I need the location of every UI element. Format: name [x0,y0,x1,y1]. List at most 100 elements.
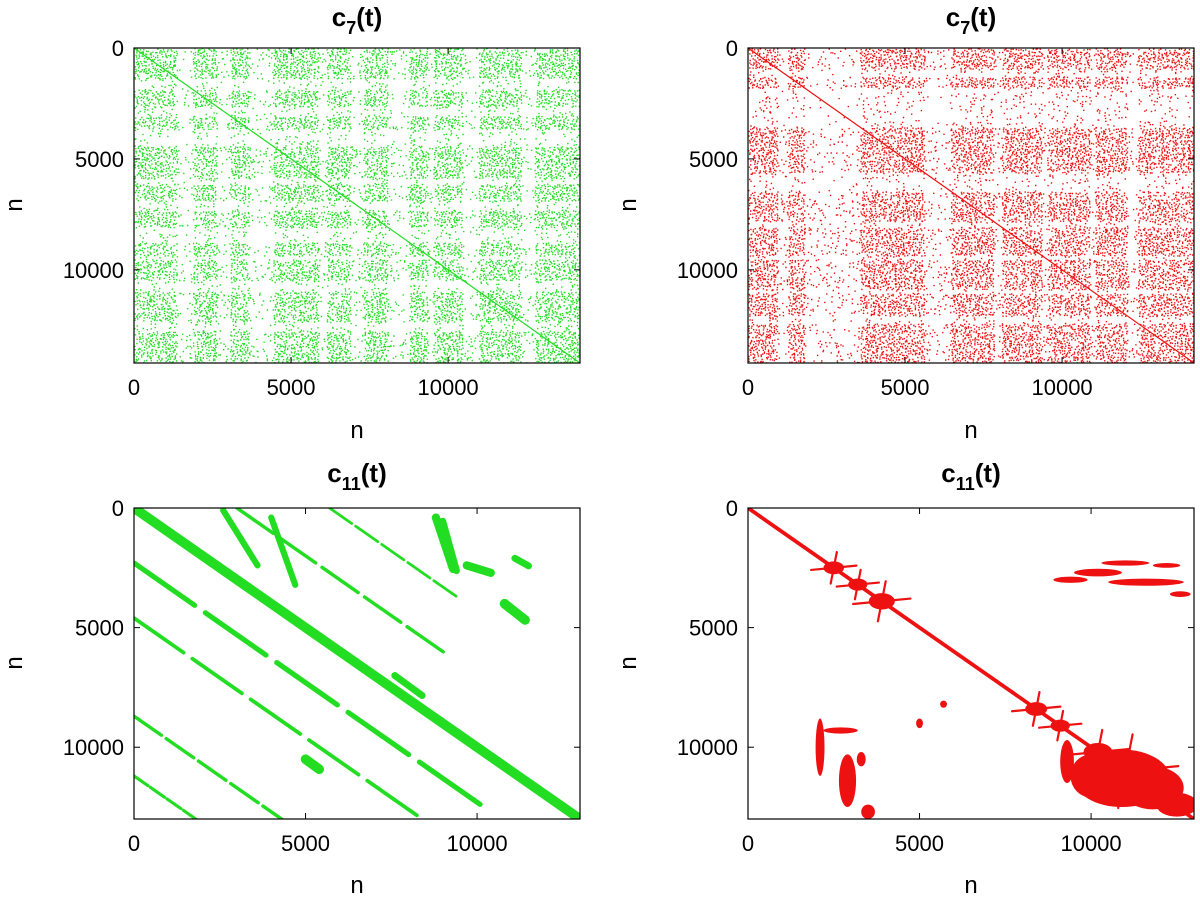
plot-frame [747,507,1195,820]
diagonal-stripe [134,774,150,788]
diagonal-stripe [200,822,214,832]
y-tick-label: 5000 [75,616,124,641]
diagonal-stripe [328,508,354,525]
plot-area [748,508,1194,819]
panel-title: c11(t) [941,458,1000,494]
recurrence-blob [823,727,858,734]
diagonal-stripe [345,709,412,758]
x-tick-label: 0 [128,375,140,400]
panel-c7-green: c7(t) 0 5000 10000 0 5000 10000 n n [1,2,581,444]
node-spike [829,550,838,585]
diagonal-stripe [354,524,380,544]
diagonal-stripe [307,738,361,777]
diagonal-stripe [320,565,360,595]
recurrence-blob [511,554,532,570]
recurrence-blob [838,754,857,808]
plot-area [134,508,580,832]
diagonal-stripe [229,781,260,805]
y-tick-label: 10000 [63,258,124,283]
x-tick-label: 0 [742,375,754,400]
y-tick-label: 5000 [689,616,738,641]
recurrence-blob [916,718,923,729]
recurrence-blob [268,514,299,588]
x-axis-label: n [964,417,977,444]
recurrence-blob [1060,740,1074,784]
diagonal-stripe [405,624,445,654]
y-tick-label: 0 [726,36,738,61]
diagonal-stripe [148,785,167,799]
recurrence-blob [856,752,866,767]
x-tick-label: 0 [128,831,140,856]
recurrence-blob [439,517,460,575]
y-tick-label: 5000 [689,147,738,172]
recurrence-blob [1169,591,1191,597]
ticks: 0 5000 10000 0 5000 10000 [63,496,580,856]
ticks: 0 5000 10000 0 5000 10000 [63,36,580,400]
plot-area [134,48,580,363]
diagonal-stripe [261,804,285,819]
diagonal-stripe [416,759,483,807]
recurrence-blob [300,754,325,775]
ticks: 0 5000 10000 0 5000 10000 [677,36,1194,400]
diagonal-stripe [365,778,419,818]
diagonal-stripe [134,616,186,655]
recurrence-blob [1073,568,1122,577]
x-tick-label: 5000 [881,375,930,400]
y-tick-label: 0 [112,496,124,521]
recurrence-blob [1053,576,1088,583]
x-axis-label: n [964,872,977,898]
y-tick-label: 10000 [63,735,124,760]
recurrence-blob [220,508,261,569]
diagonal-stripe [190,656,244,696]
y-tick-label: 0 [726,496,738,521]
y-tick-label: 10000 [677,258,738,283]
x-tick-label: 10000 [1060,831,1121,856]
x-tick-label: 5000 [281,831,330,856]
y-axis-label: n [615,198,642,211]
y-axis-label: n [1,198,28,211]
y-axis-label: n [615,656,642,669]
node-spike [1056,709,1065,742]
diagonal-line [748,48,1194,363]
recurrence-blob [391,672,426,699]
y-axis-label: n [1,656,28,669]
diagonal-stripe [406,561,432,580]
plot-frame [747,47,1195,364]
y-tick-label: 10000 [677,735,738,760]
panel-c7-red: c7(t) 0 5000 10000 0 5000 10000 n n [615,2,1195,444]
plot-frame [133,47,581,364]
recurrence-blob [462,561,495,577]
recurrence-blob [499,598,530,625]
diagonal-stripe [274,659,340,708]
recurrence-blob [861,804,875,819]
recurrence-blob [1101,560,1150,566]
x-tick-label: 5000 [267,375,316,400]
panel-title: c7(t) [946,2,996,38]
diagonal-stripe [432,579,458,598]
diagonal-stripe [164,736,196,760]
recurrence-blob [815,718,825,776]
node-spike [853,568,862,601]
x-tick-label: 10000 [417,375,478,400]
recurrence-blob [1156,792,1194,817]
plot-frame [133,507,581,820]
diagonal-stripe [380,542,406,562]
recurrence-blob [1070,754,1112,798]
diagonal-stripe [165,797,183,811]
panel-c11-red: c11(t) 0 5000 10000 0 5000 10000 n n [615,458,1195,898]
x-tick-label: 0 [742,831,754,856]
recurrence-blob [1108,578,1184,586]
recurrence-blob [1152,563,1181,568]
diagonal-line [134,48,580,363]
x-axis-label: n [350,417,363,444]
diagonal-stripe [248,697,303,736]
x-axis-label: n [350,872,363,898]
y-tick-label: 5000 [75,147,124,172]
ticks: 0 5000 10000 0 5000 10000 [677,496,1194,856]
diagonal-stripe [235,508,275,535]
recurrence-blob [940,700,947,708]
recurrence-points [134,48,580,363]
panel-title: c7(t) [332,2,382,38]
node-spike [1031,691,1041,727]
